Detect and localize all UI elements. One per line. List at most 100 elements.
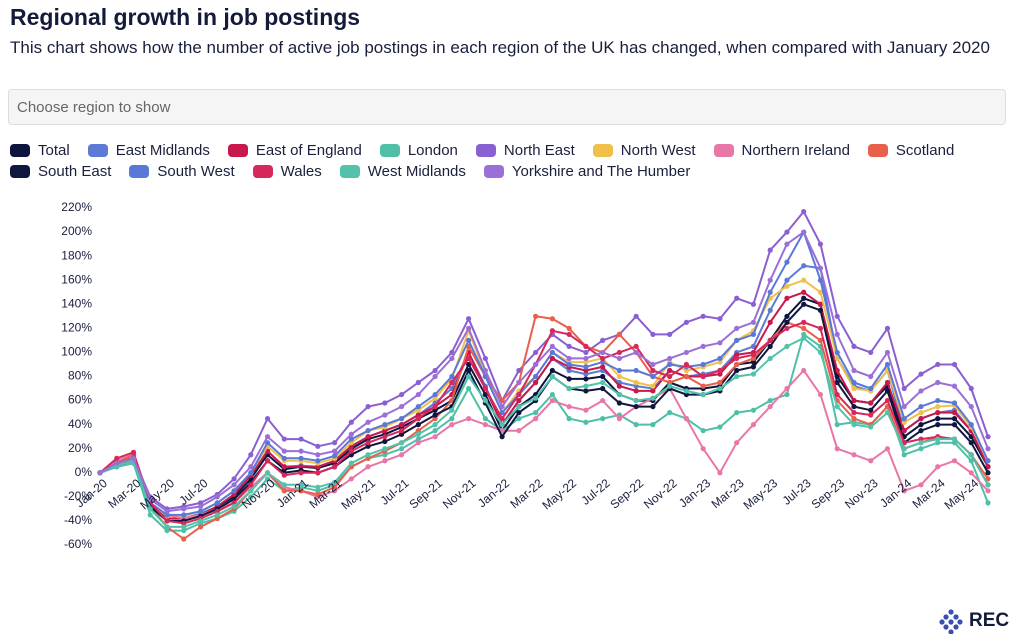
legend-swatch bbox=[339, 165, 360, 178]
point bbox=[951, 422, 958, 428]
point bbox=[415, 428, 421, 434]
point bbox=[566, 403, 572, 410]
legend-item[interactable]: Total bbox=[10, 142, 70, 159]
legend-swatch bbox=[87, 144, 108, 157]
region-select[interactable]: Choose region to show bbox=[8, 89, 1006, 125]
point bbox=[248, 494, 254, 500]
point bbox=[449, 379, 455, 386]
point bbox=[817, 289, 824, 295]
point bbox=[398, 403, 405, 410]
point bbox=[415, 403, 421, 410]
point bbox=[365, 440, 371, 446]
point bbox=[834, 446, 840, 452]
legend-item[interactable]: London bbox=[379, 142, 458, 159]
point bbox=[415, 436, 421, 442]
legend-item[interactable]: North East bbox=[475, 142, 575, 159]
series-line bbox=[99, 291, 989, 520]
point bbox=[750, 371, 757, 377]
point bbox=[466, 337, 472, 343]
point bbox=[801, 331, 807, 337]
point bbox=[851, 422, 857, 428]
point bbox=[801, 319, 807, 325]
point bbox=[549, 349, 555, 356]
point bbox=[231, 482, 237, 488]
point bbox=[851, 410, 857, 416]
point bbox=[499, 403, 505, 410]
point bbox=[214, 494, 220, 500]
point bbox=[767, 289, 773, 295]
point bbox=[549, 316, 555, 322]
legend-item[interactable]: Northern Ireland bbox=[713, 142, 850, 159]
point bbox=[834, 391, 840, 398]
legend-label: East of England bbox=[255, 142, 362, 159]
point bbox=[432, 373, 438, 380]
point bbox=[466, 325, 472, 331]
legend-label: South West bbox=[157, 163, 235, 180]
point bbox=[667, 367, 673, 374]
point bbox=[147, 512, 153, 518]
point bbox=[918, 410, 924, 416]
legend-item[interactable]: East Midlands bbox=[87, 142, 210, 159]
point bbox=[449, 349, 455, 356]
point bbox=[700, 313, 706, 319]
point bbox=[784, 229, 790, 235]
legend-item[interactable]: Yorkshire and The Humber bbox=[483, 163, 690, 180]
point bbox=[315, 488, 321, 494]
point bbox=[734, 410, 740, 416]
x-tick-label: May-21 bbox=[338, 476, 378, 513]
point bbox=[633, 388, 639, 394]
legend-item[interactable]: West Midlands bbox=[339, 163, 466, 180]
point bbox=[851, 397, 857, 404]
legend-item[interactable]: North West bbox=[592, 142, 696, 159]
point bbox=[935, 464, 941, 470]
point bbox=[884, 397, 891, 404]
legend-item[interactable]: South East bbox=[10, 163, 111, 180]
point bbox=[667, 410, 673, 416]
series bbox=[97, 209, 991, 512]
point bbox=[398, 452, 405, 458]
point bbox=[717, 359, 723, 365]
point bbox=[750, 301, 757, 307]
point bbox=[214, 512, 220, 518]
point bbox=[398, 431, 405, 437]
point bbox=[114, 460, 120, 466]
point bbox=[214, 500, 220, 506]
series-line bbox=[99, 231, 989, 513]
point bbox=[398, 440, 405, 446]
point bbox=[432, 395, 438, 401]
point bbox=[784, 283, 790, 289]
point bbox=[750, 331, 757, 337]
point bbox=[600, 359, 606, 365]
point bbox=[466, 416, 472, 422]
point bbox=[365, 443, 371, 449]
point bbox=[616, 383, 622, 389]
point bbox=[281, 472, 287, 478]
point bbox=[784, 295, 790, 301]
point bbox=[231, 488, 237, 494]
point bbox=[549, 367, 555, 374]
point bbox=[801, 229, 807, 235]
point bbox=[918, 371, 924, 377]
legend-item[interactable]: Wales bbox=[252, 163, 322, 180]
y-tick-label: 220% bbox=[61, 200, 92, 214]
point bbox=[834, 379, 840, 386]
legend-item[interactable]: East of England bbox=[227, 142, 362, 159]
legend-item[interactable]: South West bbox=[129, 163, 235, 180]
point bbox=[264, 470, 271, 476]
point bbox=[449, 422, 455, 428]
point bbox=[633, 313, 639, 319]
point bbox=[834, 403, 840, 410]
point bbox=[968, 440, 974, 446]
y-tick-label: 180% bbox=[61, 248, 92, 262]
point bbox=[365, 455, 371, 461]
point bbox=[516, 428, 522, 434]
x-tick-label: Nov-23 bbox=[842, 476, 881, 512]
legend-item[interactable]: Scotland bbox=[867, 142, 954, 159]
point bbox=[935, 440, 941, 446]
y-tick-label: -60% bbox=[64, 537, 92, 551]
point bbox=[432, 412, 438, 418]
point bbox=[298, 455, 304, 461]
point bbox=[583, 364, 589, 370]
point bbox=[633, 379, 639, 386]
point bbox=[750, 355, 757, 362]
